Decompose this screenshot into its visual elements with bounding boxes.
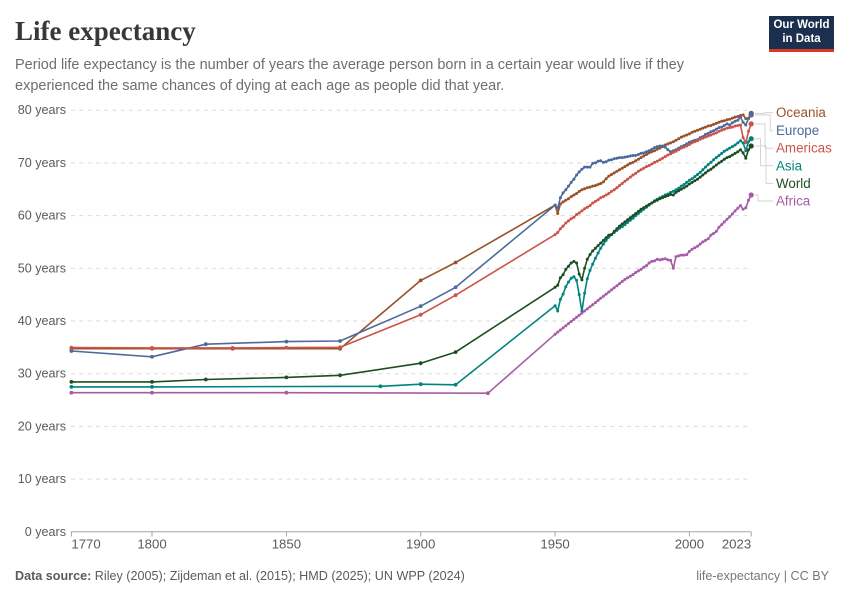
svg-text:Americas: Americas — [776, 141, 832, 156]
svg-text:1770: 1770 — [71, 537, 100, 552]
svg-text:70 years: 70 years — [18, 156, 66, 170]
svg-text:50 years: 50 years — [18, 261, 66, 275]
svg-text:1900: 1900 — [406, 537, 435, 552]
svg-text:20 years: 20 years — [18, 419, 66, 433]
svg-text:10 years: 10 years — [18, 472, 66, 486]
svg-text:60 years: 60 years — [18, 209, 66, 223]
svg-text:1950: 1950 — [540, 537, 569, 552]
svg-text:2000: 2000 — [675, 537, 704, 552]
svg-text:Oceania: Oceania — [776, 105, 826, 120]
svg-text:80 years: 80 years — [18, 103, 66, 117]
svg-text:40 years: 40 years — [18, 314, 66, 328]
svg-text:1850: 1850 — [272, 537, 301, 552]
svg-text:World: World — [776, 176, 811, 191]
svg-text:Europe: Europe — [776, 123, 819, 138]
svg-text:2023: 2023 — [722, 537, 751, 552]
svg-text:0 years: 0 years — [25, 525, 66, 539]
svg-text:30 years: 30 years — [18, 367, 66, 381]
svg-text:Africa: Africa — [776, 194, 811, 209]
svg-text:1800: 1800 — [137, 537, 166, 552]
svg-text:Asia: Asia — [776, 158, 803, 173]
